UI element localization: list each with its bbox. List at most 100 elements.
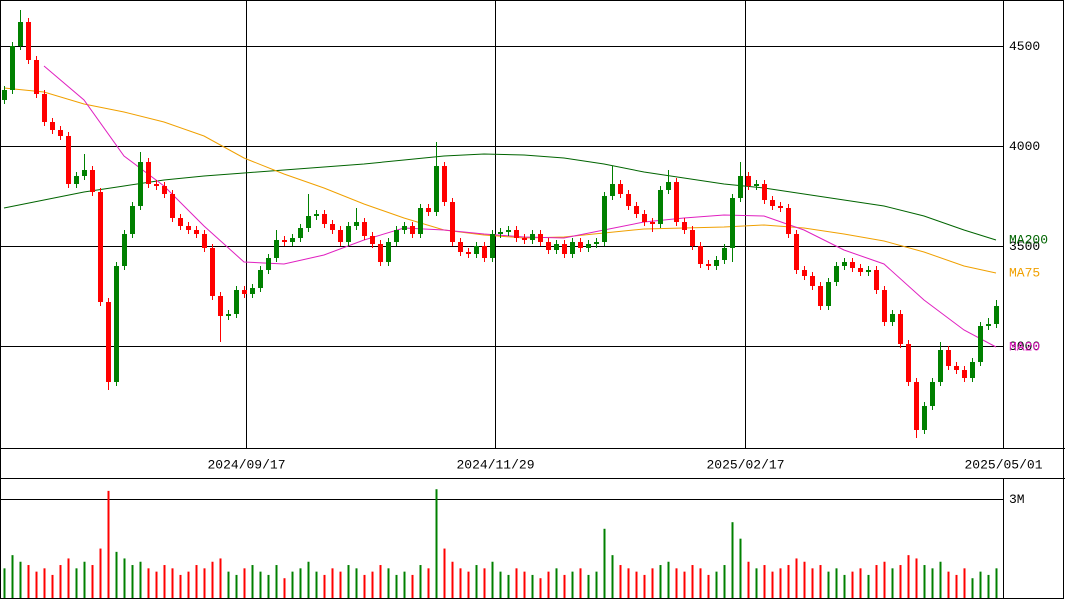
candle-body [146, 162, 151, 184]
volume-bar [619, 565, 622, 598]
candle-body [858, 268, 863, 272]
volume-bar [35, 571, 38, 598]
candle-body [834, 266, 839, 282]
candle-body [378, 244, 383, 262]
volume-bar [683, 571, 686, 598]
candle-body [650, 222, 655, 224]
volume-bar [363, 574, 366, 598]
volume-bar [891, 568, 894, 598]
candle-body [490, 234, 495, 258]
volume-bar [211, 561, 214, 598]
volume-bar [395, 574, 398, 598]
candle-body [434, 166, 439, 212]
candle-body [954, 366, 959, 370]
volume-bar [699, 568, 702, 598]
candle-body [82, 170, 87, 176]
candle-body [690, 230, 695, 246]
volume-bar [571, 571, 574, 598]
candle-body [698, 246, 703, 264]
candle-body [282, 240, 287, 242]
candle-body [242, 290, 247, 294]
volume-bar [859, 568, 862, 598]
volume-bar [579, 568, 582, 598]
candle-body [826, 282, 831, 306]
volume-bar [611, 555, 614, 598]
candle-body [50, 122, 55, 130]
volume-bar [939, 561, 942, 598]
y-tick-label: 4500 [1009, 39, 1040, 54]
volume-bar [755, 568, 758, 598]
candle-body [578, 242, 583, 248]
candle-body [586, 244, 591, 248]
volume-bar [547, 571, 550, 598]
candle-body [202, 234, 207, 248]
candle-body [738, 176, 743, 198]
candle-body [762, 184, 767, 200]
volume-bar [539, 578, 542, 598]
candle-body [898, 314, 903, 344]
candle-body [370, 236, 375, 244]
volume-bar [531, 574, 534, 598]
volume-bar [331, 568, 334, 598]
candle-body [674, 182, 679, 222]
candle-body [626, 194, 631, 206]
volume-bar [307, 561, 310, 598]
volume-bar [115, 551, 118, 598]
moving-average-layer [3, 65, 997, 348]
candle-body [994, 306, 999, 324]
candle-body [714, 260, 719, 266]
volume-bar [147, 568, 150, 598]
volume-bar [99, 548, 102, 598]
candle-body [330, 224, 335, 230]
candle-body [138, 162, 143, 206]
candle-body [634, 206, 639, 214]
candle-body [18, 22, 23, 46]
volume-bar [291, 571, 294, 598]
volume-bar [747, 561, 750, 598]
candle-body [250, 288, 255, 294]
volume-bar [651, 568, 654, 598]
y-tick-label: 3000 [1009, 339, 1040, 354]
candle-body [346, 226, 351, 242]
candle-body [66, 136, 71, 184]
candle-layer [2, 10, 999, 438]
volume-bar [899, 565, 902, 598]
candle-body [266, 258, 271, 270]
candle-body [394, 230, 399, 242]
volume-bar [851, 571, 854, 598]
volume-bar [451, 561, 454, 598]
volume-bar [603, 528, 606, 598]
volume-bar [275, 565, 278, 598]
candle-body [554, 244, 559, 250]
volume-bar [779, 568, 782, 598]
volume-bar [667, 561, 670, 598]
volume-bar [419, 565, 422, 598]
volume-bar [75, 568, 78, 598]
candle-body [418, 208, 423, 234]
volume-bar [27, 565, 30, 598]
volume-bar [803, 561, 806, 598]
legend-label: MA200 [1009, 232, 1048, 247]
volume-bar [195, 565, 198, 598]
candle-body [106, 302, 111, 382]
volume-bar [203, 568, 206, 598]
candle-body [290, 238, 295, 242]
volume-bar [723, 565, 726, 598]
candle-body [938, 350, 943, 382]
volume-bar [787, 565, 790, 598]
candle-body [298, 228, 303, 238]
volume-bar [155, 571, 158, 598]
volume-bar [595, 571, 598, 598]
volume-bar [475, 565, 478, 598]
candle-body [930, 382, 935, 406]
volume-bar [835, 568, 838, 598]
volume-bar [435, 489, 438, 598]
volume-bar [691, 565, 694, 598]
volume-bar [59, 565, 62, 598]
candle-body [594, 242, 599, 244]
candle-body [58, 130, 63, 136]
volume-bar [763, 565, 766, 598]
candle-body [770, 200, 775, 206]
volume-bar [283, 578, 286, 598]
